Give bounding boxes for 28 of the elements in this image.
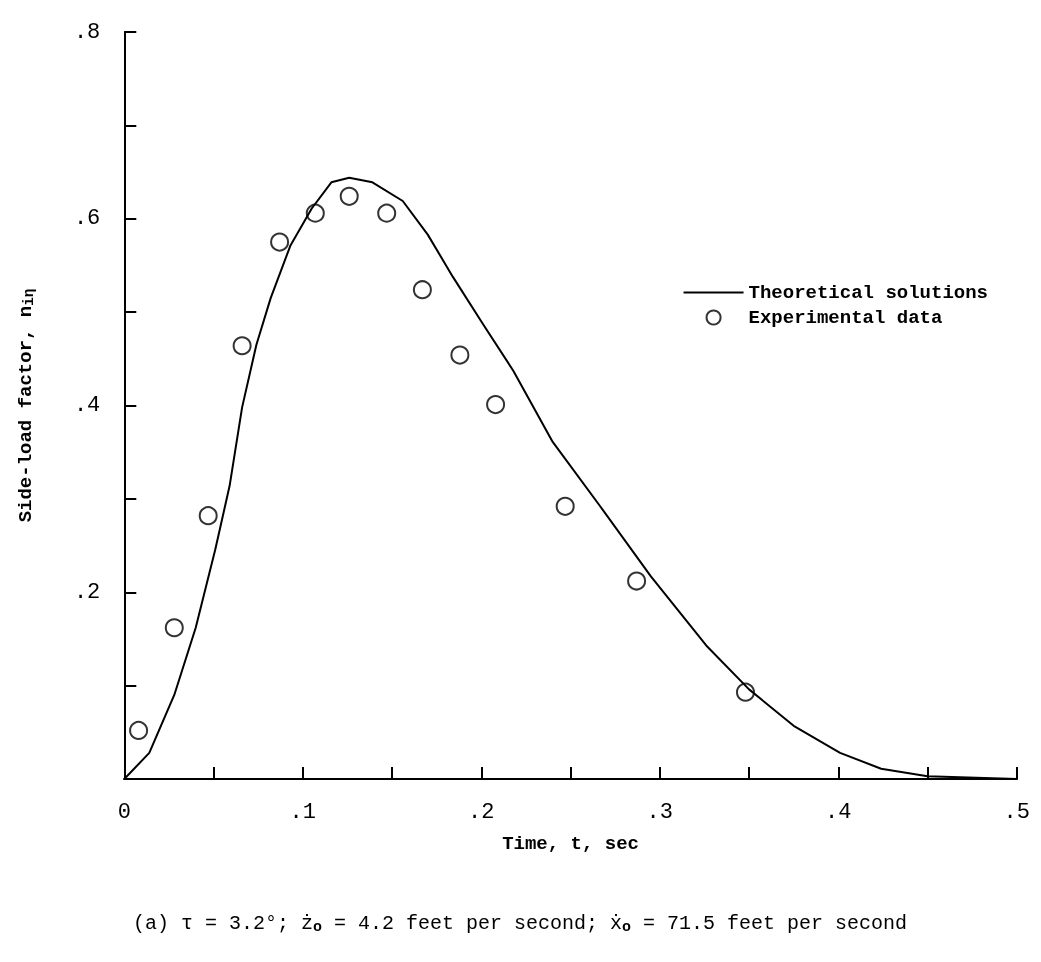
legend-label: Experimental data: [748, 306, 943, 329]
point: [232, 336, 252, 356]
x-tick-label: .5: [1003, 799, 1030, 825]
y-axis-title: Side-load factor, niη: [14, 288, 38, 523]
point: [377, 203, 397, 223]
x-tick-label: 0: [117, 799, 131, 825]
point: [450, 345, 470, 365]
point: [305, 203, 325, 223]
y-tick-label: .4: [73, 393, 101, 418]
point: [129, 720, 149, 740]
y-tick-label: .6: [73, 206, 101, 232]
point: [339, 186, 359, 206]
point: [198, 506, 218, 526]
y-tick-label: .8: [73, 19, 101, 45]
x-tick-label: .4: [825, 799, 852, 825]
x-tick-label: .2: [468, 799, 495, 825]
legend-label: Theoretical solutions: [748, 281, 989, 304]
x-axis-title: Time, t, sec: [502, 832, 639, 855]
point: [736, 682, 755, 702]
x-tick-label: .3: [646, 799, 673, 825]
point: [486, 395, 506, 415]
point: [412, 280, 432, 300]
point: [164, 618, 184, 638]
x-tick-label: .1: [289, 799, 316, 825]
point: [627, 571, 647, 591]
point: [270, 232, 290, 252]
y-tick-label: .2: [73, 579, 101, 605]
point: [555, 496, 575, 516]
